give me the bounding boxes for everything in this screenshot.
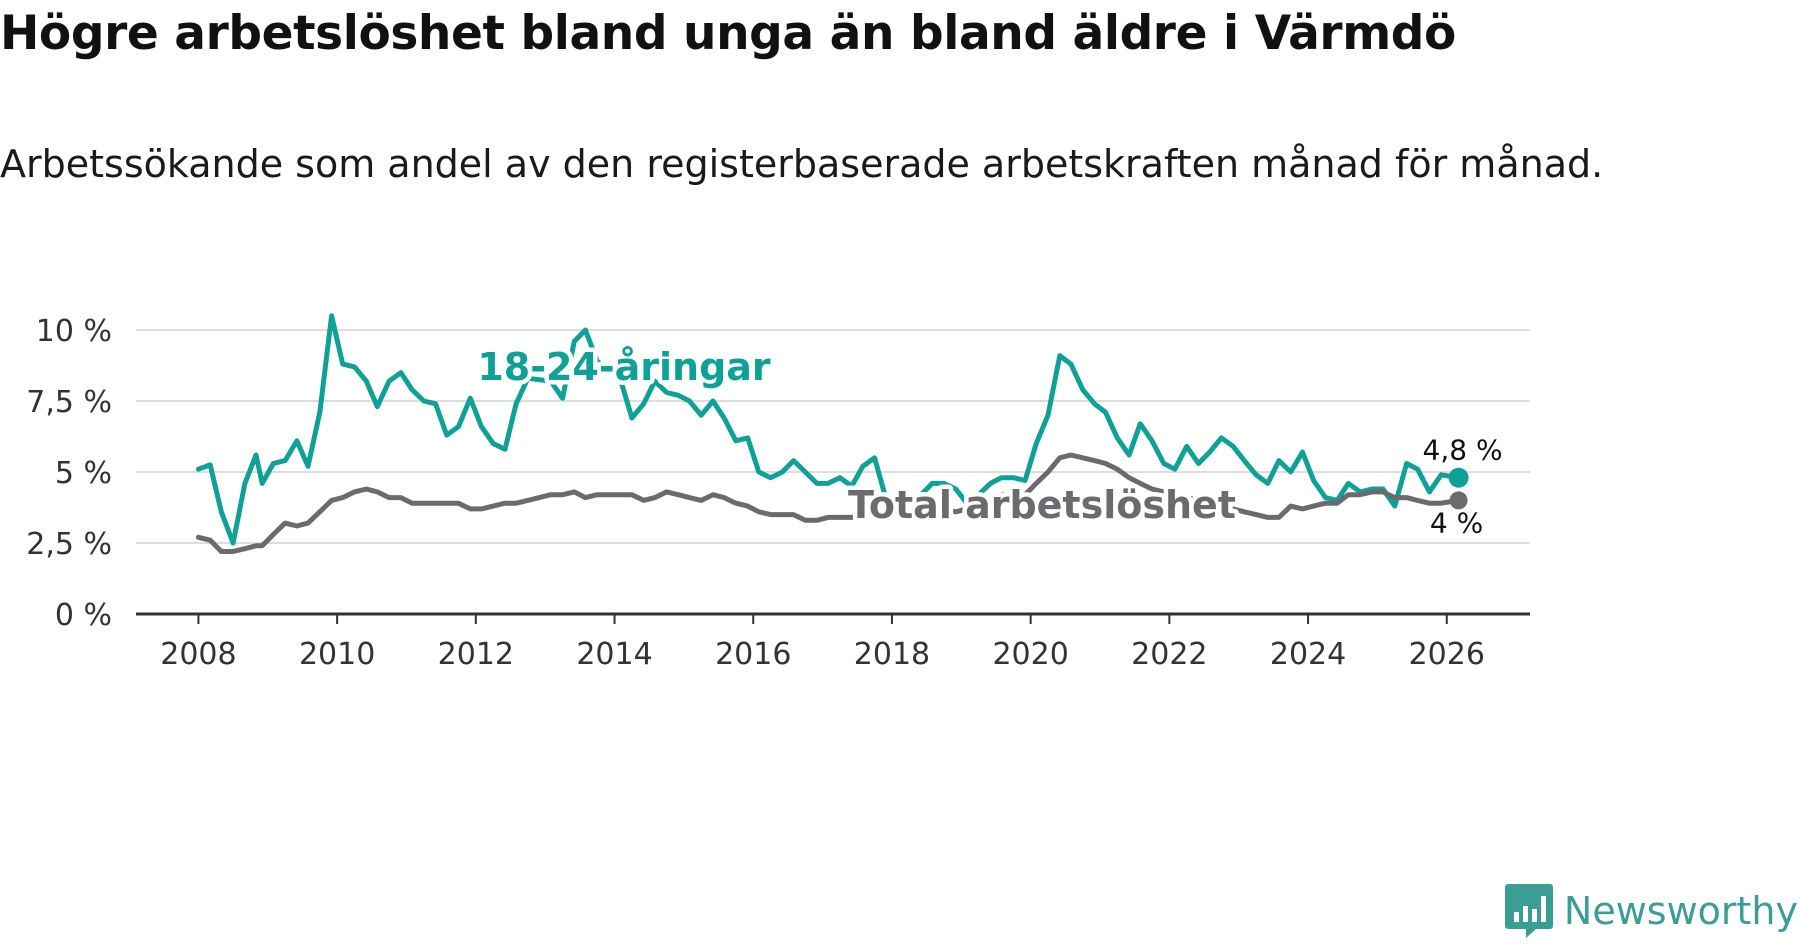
x-tick-label: 2012: [438, 637, 514, 672]
brand-name: Newsworthy: [1563, 889, 1798, 933]
chart-title: Högre arbetslöshet bland unga än bland ä…: [0, 6, 1456, 61]
x-axis-ticks: 2008 2010 2012 2014 2016 2018 2020 2022 2024 2026: [160, 614, 1485, 672]
newsworthy-brand[interactable]: Newsworthy: [1504, 882, 1798, 940]
x-tick-label: 2026: [1409, 637, 1485, 672]
end-point-total: [1449, 491, 1468, 510]
newsworthy-logo-icon: [1504, 884, 1553, 938]
y-tick-label: 2,5 %: [26, 527, 112, 562]
x-tick-label: 2018: [854, 637, 930, 672]
series-line-total: [195, 452, 1462, 554]
y-tick-label: 5 %: [55, 456, 112, 491]
series-lines: [195, 313, 1469, 554]
x-tick-label: 2022: [1131, 637, 1207, 672]
series-label-total: Total arbetslöshet: [848, 483, 1236, 527]
x-tick-label: 2014: [576, 637, 652, 672]
y-tick-label: 0 %: [55, 598, 112, 633]
x-tick-label: 2010: [299, 637, 375, 672]
series-labels: 18-24-åringar Total arbetslöshet 4,8 % 4 %: [473, 341, 1506, 543]
x-tick-label: 2024: [1270, 637, 1346, 672]
x-tick-label: 2008: [160, 637, 236, 672]
series-line-youth: [195, 313, 1462, 546]
y-tick-label: 10 %: [36, 314, 112, 349]
gridlines: [136, 329, 1530, 544]
end-point-youth: [1448, 467, 1469, 488]
y-tick-label: 7,5 %: [26, 385, 112, 420]
end-label-total: 4 %: [1430, 506, 1483, 539]
end-label-youth: 4,8 %: [1423, 434, 1503, 467]
y-axis-ticks: 0 % 2,5 % 5 % 7,5 % 10 %: [26, 314, 112, 633]
x-tick-label: 2016: [715, 637, 791, 672]
x-tick-label: 2020: [992, 637, 1068, 672]
series-label-youth: 18-24-åringar: [477, 345, 771, 389]
chart-subtitle: Arbetssökande som andel av den registerb…: [0, 142, 1604, 186]
